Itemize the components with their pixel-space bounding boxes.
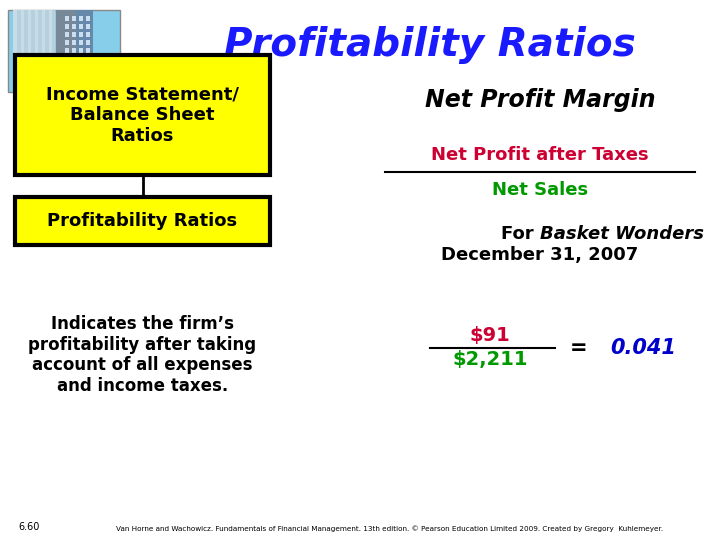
Text: Income Statement/
Balance Sheet
Ratios: Income Statement/ Balance Sheet Ratios xyxy=(46,85,239,145)
Bar xyxy=(86,24,90,29)
Bar xyxy=(45,10,49,87)
Bar xyxy=(52,10,56,87)
Bar xyxy=(79,40,83,45)
Text: 0.041: 0.041 xyxy=(610,338,676,358)
Bar xyxy=(65,72,69,77)
Bar xyxy=(13,10,55,87)
Bar xyxy=(24,10,28,87)
Text: December 31, 2007: December 31, 2007 xyxy=(441,246,639,264)
Bar xyxy=(56,10,76,72)
Bar xyxy=(86,40,90,45)
Text: Net Profit Margin: Net Profit Margin xyxy=(425,88,655,112)
Text: Profitability Ratios: Profitability Ratios xyxy=(48,212,238,230)
FancyBboxPatch shape xyxy=(15,55,270,175)
Text: Net Profit after Taxes: Net Profit after Taxes xyxy=(431,146,649,164)
Bar xyxy=(72,32,76,37)
Text: =: = xyxy=(570,338,588,358)
Bar xyxy=(72,72,76,77)
Bar xyxy=(86,48,90,53)
Bar xyxy=(72,16,76,21)
Bar xyxy=(79,64,83,69)
Text: $91: $91 xyxy=(469,326,510,345)
Bar xyxy=(65,24,69,29)
Bar xyxy=(72,24,76,29)
Bar xyxy=(17,10,21,87)
Bar xyxy=(72,64,76,69)
Text: Profitability Ratios: Profitability Ratios xyxy=(224,26,636,64)
Bar xyxy=(86,64,90,69)
Bar xyxy=(72,56,76,61)
Text: Net Sales: Net Sales xyxy=(492,181,588,199)
Bar xyxy=(86,32,90,37)
Bar xyxy=(65,32,69,37)
Bar xyxy=(72,40,76,45)
Bar xyxy=(79,32,83,37)
Bar xyxy=(65,48,69,53)
Text: Basket Wonders: Basket Wonders xyxy=(540,225,704,243)
FancyBboxPatch shape xyxy=(15,197,270,245)
Text: Indicates the firm’s
profitability after taking
account of all expenses
and inco: Indicates the firm’s profitability after… xyxy=(28,315,256,395)
Bar xyxy=(65,64,69,69)
Bar xyxy=(72,48,76,53)
Bar xyxy=(79,24,83,29)
Text: For: For xyxy=(501,225,540,243)
Bar xyxy=(63,10,93,82)
Bar xyxy=(8,10,120,92)
Bar xyxy=(79,56,83,61)
Bar xyxy=(65,40,69,45)
Text: $2,211: $2,211 xyxy=(452,350,528,369)
Bar xyxy=(65,56,69,61)
Bar xyxy=(38,10,42,87)
Bar xyxy=(31,10,35,87)
Bar xyxy=(65,16,69,21)
Text: Van Horne and Wachowicz. Fundamentals of Financial Management. 13th edition. © P: Van Horne and Wachowicz. Fundamentals of… xyxy=(117,525,664,532)
Bar xyxy=(79,48,83,53)
Bar xyxy=(79,16,83,21)
Bar xyxy=(86,72,90,77)
Text: 6.60: 6.60 xyxy=(18,522,40,532)
Bar xyxy=(86,56,90,61)
Bar xyxy=(79,72,83,77)
Bar xyxy=(86,16,90,21)
